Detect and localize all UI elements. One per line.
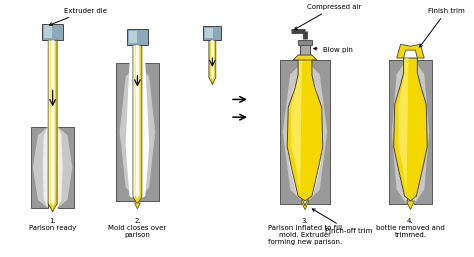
Polygon shape — [209, 40, 216, 85]
Polygon shape — [287, 55, 323, 201]
Bar — [305, 60, 329, 204]
Polygon shape — [134, 45, 135, 198]
Polygon shape — [401, 60, 407, 204]
Polygon shape — [137, 63, 143, 201]
Polygon shape — [136, 45, 139, 199]
Polygon shape — [305, 60, 312, 204]
Polygon shape — [135, 203, 140, 209]
Bar — [127, 30, 148, 45]
Text: Compressed air: Compressed air — [294, 4, 361, 30]
Polygon shape — [399, 58, 409, 194]
Polygon shape — [119, 63, 137, 201]
Polygon shape — [283, 60, 305, 204]
Polygon shape — [392, 60, 407, 204]
Polygon shape — [48, 40, 57, 212]
Polygon shape — [133, 45, 142, 205]
Text: 4.
bottle removed and
trimmed.: 4. bottle removed and trimmed. — [376, 218, 445, 238]
Polygon shape — [33, 127, 48, 208]
Polygon shape — [394, 58, 427, 201]
Polygon shape — [414, 60, 429, 204]
Bar — [205, 29, 212, 38]
Text: 2.
Mold closes over
parison: 2. Mold closes over parison — [108, 218, 166, 238]
Polygon shape — [131, 63, 137, 201]
Bar — [116, 63, 137, 201]
Bar — [57, 127, 74, 208]
Bar — [137, 63, 159, 201]
Bar — [298, 40, 312, 45]
Polygon shape — [298, 60, 305, 204]
Polygon shape — [126, 63, 149, 201]
Bar — [389, 60, 407, 204]
Polygon shape — [43, 127, 48, 208]
Text: Blow pin: Blow pin — [314, 47, 353, 53]
Polygon shape — [49, 40, 50, 205]
Polygon shape — [291, 55, 302, 194]
Polygon shape — [211, 40, 214, 80]
Text: Pinch-off trim: Pinch-off trim — [312, 209, 372, 234]
Text: Finish trim: Finish trim — [419, 8, 465, 47]
Bar — [203, 26, 221, 40]
Bar — [44, 25, 53, 38]
Text: 1.
Parison ready: 1. Parison ready — [29, 218, 76, 231]
Polygon shape — [293, 55, 317, 60]
Polygon shape — [305, 60, 327, 204]
Text: 3.
Parison inflated to fill
mold. Extruder
forming new parison.: 3. Parison inflated to fill mold. Extrud… — [268, 218, 342, 245]
Bar — [128, 31, 137, 43]
Bar — [300, 41, 310, 55]
Polygon shape — [57, 127, 63, 208]
Bar — [42, 24, 64, 40]
Polygon shape — [414, 60, 419, 204]
Text: Extruder die: Extruder die — [49, 8, 108, 25]
Polygon shape — [57, 127, 73, 208]
Polygon shape — [137, 63, 155, 201]
Polygon shape — [397, 44, 424, 58]
Bar — [414, 60, 432, 204]
Polygon shape — [51, 40, 55, 206]
Polygon shape — [407, 201, 414, 210]
Polygon shape — [301, 199, 309, 210]
Bar — [280, 60, 305, 204]
Polygon shape — [287, 60, 323, 202]
Bar — [31, 127, 48, 208]
